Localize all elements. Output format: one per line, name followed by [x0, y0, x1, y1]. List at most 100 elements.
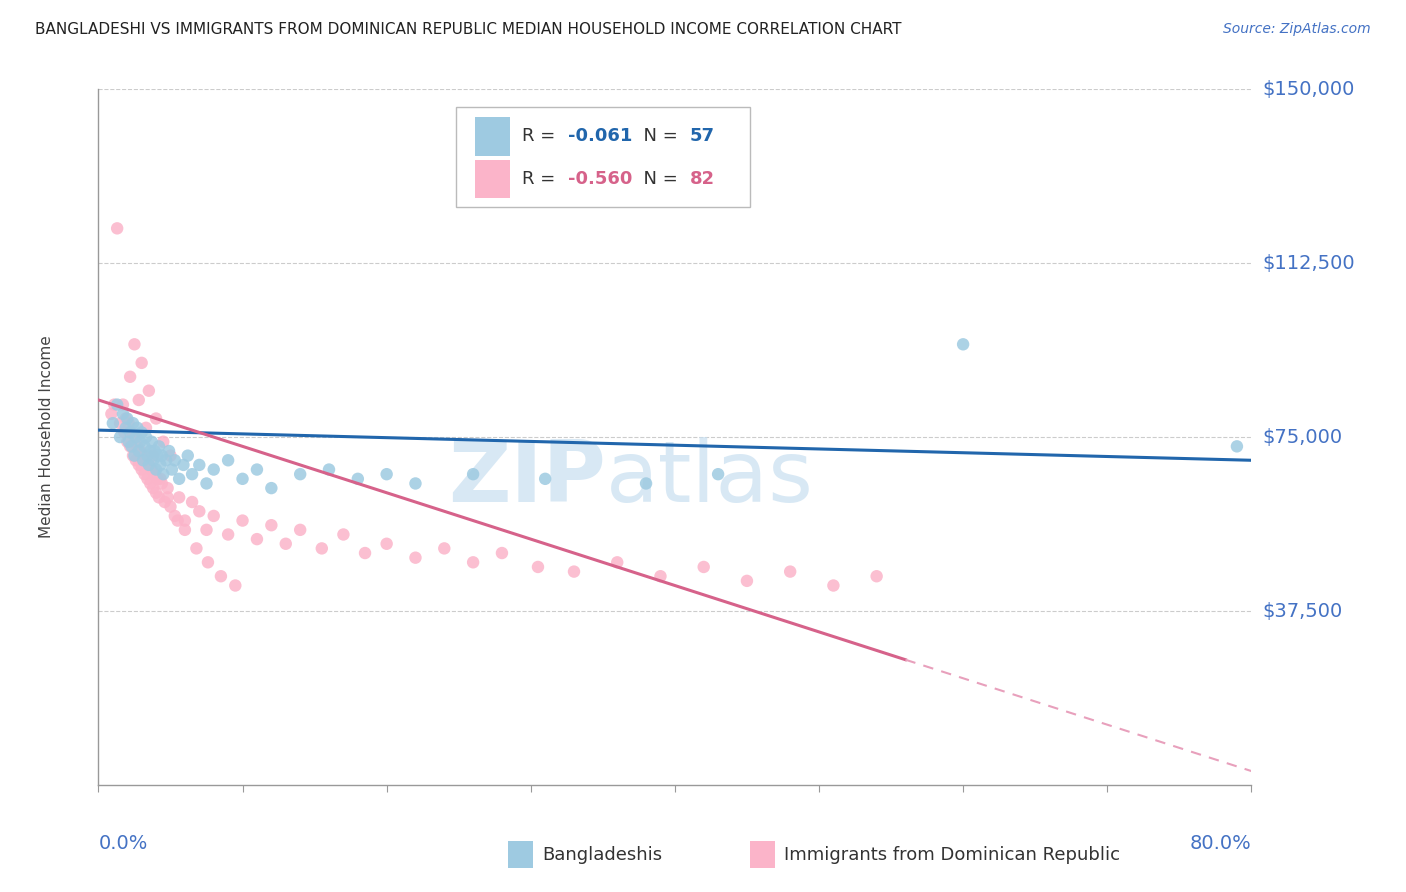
Point [636, 476, 658, 491]
Point [122, 416, 145, 430]
Point [100, 407, 122, 421]
Point [159, 500, 181, 514]
Point [143, 467, 166, 482]
Point [135, 421, 157, 435]
Point [433, 541, 456, 556]
Point [562, 565, 585, 579]
Point [134, 439, 156, 453]
Text: N =: N = [633, 169, 683, 187]
Point [145, 485, 167, 500]
Point [121, 439, 143, 453]
Text: Source: ZipAtlas.com: Source: ZipAtlas.com [1223, 22, 1371, 37]
Point [134, 467, 156, 482]
Point [138, 458, 160, 472]
Point [148, 491, 170, 505]
Point [112, 425, 135, 440]
Point [177, 449, 200, 463]
Point [135, 430, 157, 444]
Point [195, 476, 218, 491]
Point [150, 449, 173, 463]
Point [163, 508, 186, 523]
Point [707, 467, 730, 482]
Point [534, 472, 557, 486]
Text: atlas: atlas [606, 437, 814, 520]
Point [152, 467, 174, 482]
Point [491, 546, 513, 560]
Point [101, 416, 124, 430]
Point [149, 458, 172, 472]
Point [375, 467, 398, 482]
Point [156, 481, 179, 495]
Point [103, 398, 125, 412]
Point [111, 407, 134, 421]
Point [120, 369, 142, 384]
Point [174, 514, 197, 528]
Point [145, 462, 167, 476]
Point [108, 430, 131, 444]
Text: 57: 57 [690, 128, 714, 145]
Point [246, 532, 269, 546]
Point [111, 398, 134, 412]
Point [163, 453, 186, 467]
Point [141, 434, 163, 449]
Point [952, 337, 974, 351]
Point [246, 462, 269, 476]
Text: Bangladeshis: Bangladeshis [543, 846, 662, 863]
Point [105, 398, 128, 412]
Point [124, 337, 146, 351]
Point [152, 434, 174, 449]
Point [202, 462, 225, 476]
Point [202, 508, 225, 523]
Text: BANGLADESHI VS IMMIGRANTS FROM DOMINICAN REPUBLIC MEDIAN HOUSEHOLD INCOME CORREL: BANGLADESHI VS IMMIGRANTS FROM DOMINICAN… [35, 22, 901, 37]
Text: $75,000: $75,000 [1263, 427, 1343, 447]
Point [156, 491, 179, 505]
Point [127, 439, 149, 453]
Point [779, 565, 801, 579]
Point [131, 356, 153, 370]
Point [231, 472, 254, 486]
Text: Immigrants from Dominican Republic: Immigrants from Dominican Republic [785, 846, 1121, 863]
Point [197, 555, 219, 569]
Point [150, 476, 173, 491]
Point [131, 462, 153, 476]
Point [174, 523, 197, 537]
Text: -0.560: -0.560 [568, 169, 633, 187]
Point [160, 462, 183, 476]
Point [145, 411, 167, 425]
Point [217, 527, 239, 541]
Point [823, 578, 845, 592]
Point [108, 416, 131, 430]
Point [155, 453, 177, 467]
Point [166, 514, 188, 528]
Point [142, 453, 165, 467]
Point [153, 495, 176, 509]
Point [146, 472, 169, 486]
Point [128, 392, 150, 407]
Point [143, 444, 166, 458]
Point [136, 449, 159, 463]
Text: Median Household Income: Median Household Income [39, 335, 53, 539]
Point [181, 495, 204, 509]
Point [195, 523, 218, 537]
Point [120, 425, 142, 440]
Text: $37,500: $37,500 [1263, 601, 1343, 621]
Point [122, 449, 145, 463]
Point [125, 430, 148, 444]
Point [118, 416, 141, 430]
Bar [475, 117, 510, 155]
Point [129, 434, 152, 449]
Point [127, 421, 149, 435]
Point [181, 467, 204, 482]
Point [142, 481, 165, 495]
Point [159, 449, 181, 463]
Point [172, 458, 194, 472]
Point [135, 453, 157, 467]
Text: N =: N = [633, 128, 683, 145]
Point [188, 458, 211, 472]
Point [129, 444, 152, 458]
Point [650, 569, 672, 583]
Point [735, 574, 758, 588]
Point [124, 430, 146, 444]
Point [461, 555, 484, 569]
Point [693, 560, 716, 574]
